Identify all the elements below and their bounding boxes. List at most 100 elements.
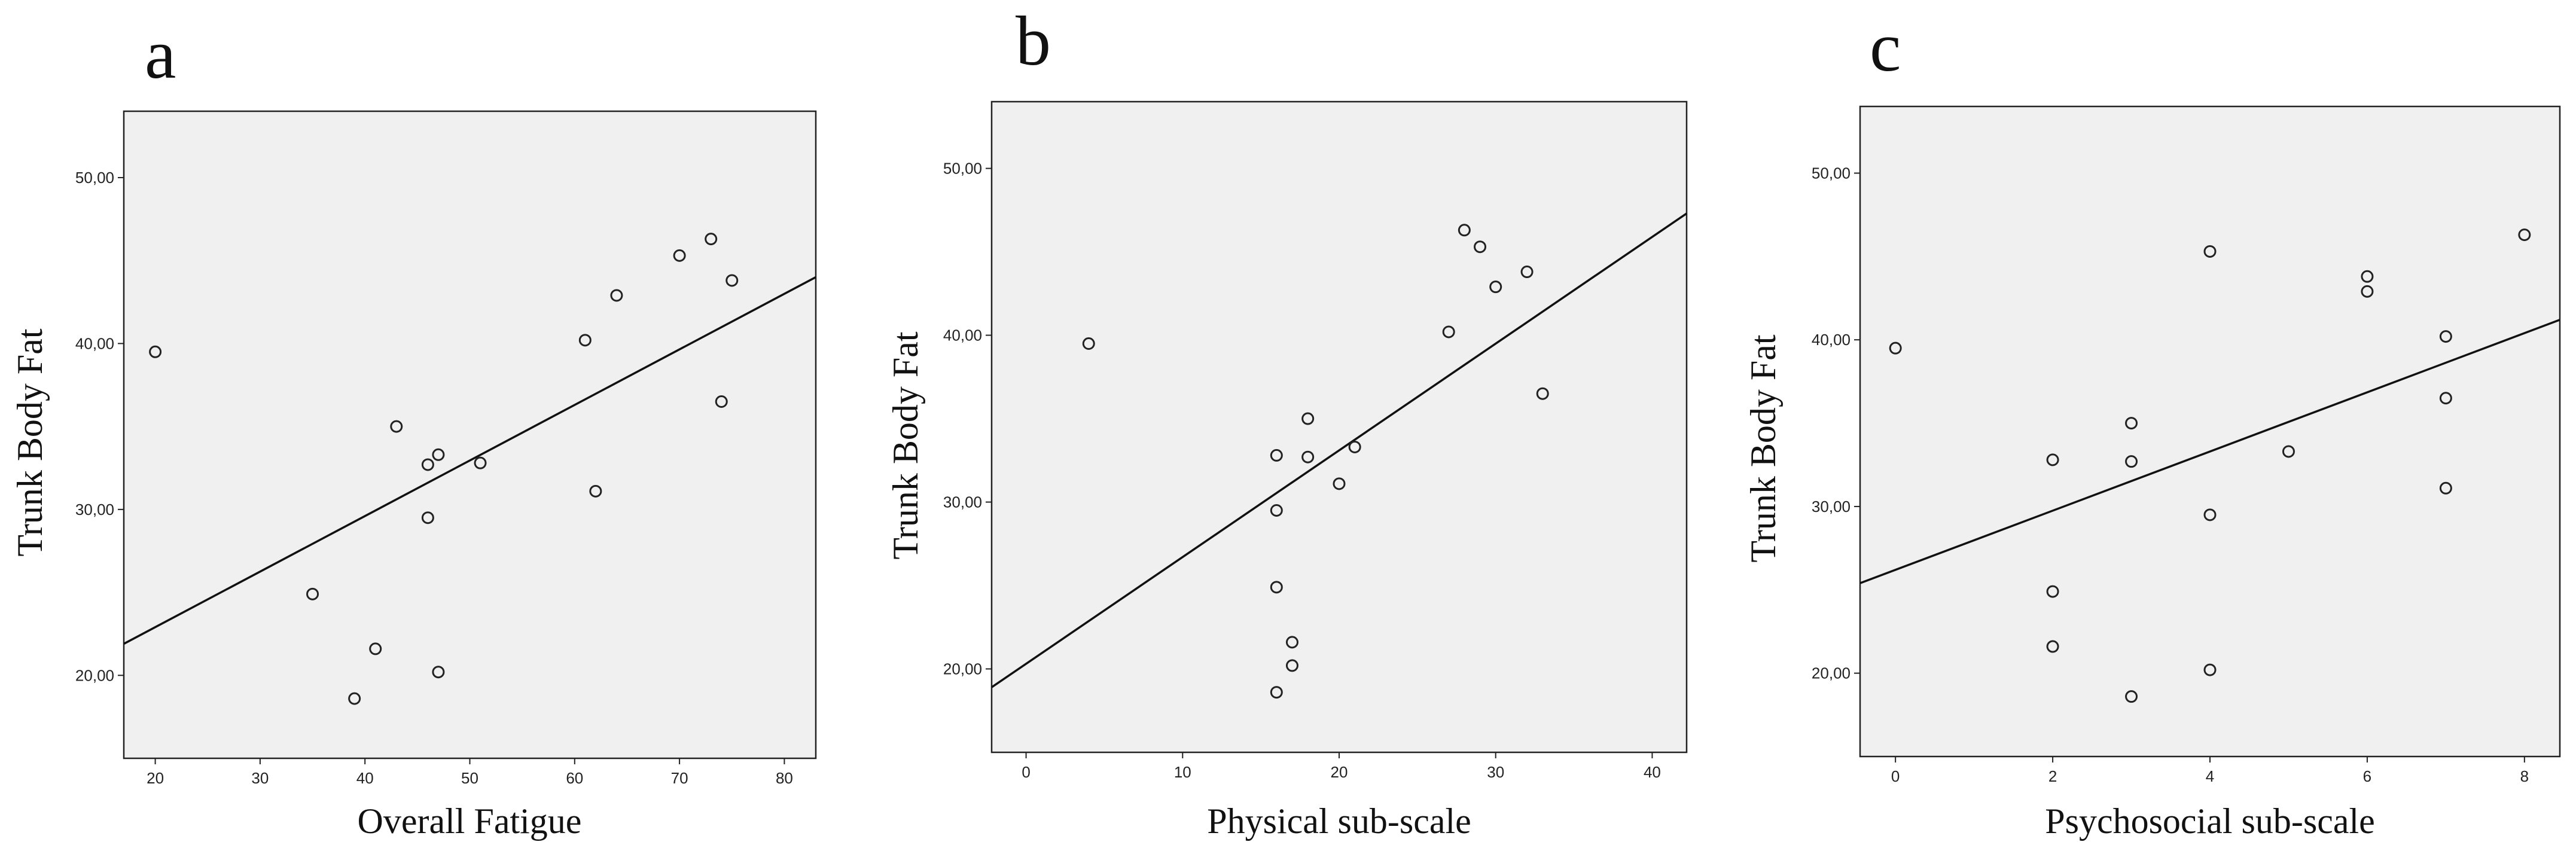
data-point-c-15 (2439, 481, 2452, 495)
points-b (1082, 224, 1549, 699)
x-tick-label-a-6: 80 (776, 769, 793, 787)
data-point-b-16 (1536, 387, 1549, 400)
axis-ticks-b: 0 10 20 30 40 20,00 30,00 40,00 50,00 (943, 160, 1661, 781)
data-point-b-1 (1270, 449, 1283, 462)
y-tick-label-b-0: 20,00 (943, 660, 982, 678)
fit-line-c (1859, 319, 2560, 584)
data-point-a-4 (390, 420, 403, 433)
x-tick-label-a-0: 20 (147, 769, 164, 787)
panel-letter-c: c (1870, 8, 1901, 86)
data-point-c-9 (2203, 663, 2217, 676)
data-point-b-13 (1474, 240, 1487, 254)
data-point-c-2 (2046, 585, 2059, 598)
x-tick-label-a-1: 30 (251, 769, 269, 787)
x-axis-title-b: Physical sub-scale (1207, 801, 1471, 841)
x-tick-label-a-5: 70 (671, 769, 688, 787)
x-tick-label-a-4: 60 (566, 769, 583, 787)
points-a (149, 233, 739, 705)
data-point-a-10 (578, 334, 592, 347)
data-point-b-7 (1301, 412, 1315, 425)
data-point-c-10 (2282, 445, 2295, 458)
plot-area-a (123, 110, 817, 760)
data-point-a-5 (421, 458, 434, 471)
x-tick-label-b-2: 20 (1331, 763, 1348, 781)
data-point-b-14 (1489, 280, 1502, 294)
x-axis-title-c: Psychosocial sub-scale (2045, 801, 2375, 841)
data-point-a-13 (673, 249, 686, 262)
data-point-c-7 (2203, 245, 2217, 258)
x-tick-label-b-3: 30 (1487, 763, 1504, 781)
data-point-c-3 (2046, 640, 2059, 653)
points-c (1889, 228, 2531, 703)
data-point-b-15 (1520, 266, 1534, 279)
x-tick-label-c-0: 0 (1891, 767, 1900, 785)
y-tick-label-a-2: 40,00 (75, 334, 114, 352)
data-point-b-2 (1270, 504, 1283, 517)
y-tick-label-c-3: 50,00 (1812, 164, 1851, 182)
y-tick-label-a-1: 30,00 (75, 501, 114, 518)
y-tick-label-c-0: 20,00 (1812, 664, 1851, 682)
data-point-b-9 (1333, 477, 1346, 490)
y-tick-label-b-2: 40,00 (943, 327, 982, 344)
panel-c: c 0 2 4 6 8 20,00 30,00 40,00 50,00 Psychosocial… (1743, 8, 2561, 841)
panel-letter-b: b (1016, 2, 1051, 80)
data-point-a-7 (432, 448, 445, 461)
x-tick-label-c-3: 6 (2363, 767, 2371, 785)
x-tick-label-b-0: 0 (1022, 763, 1030, 781)
data-point-c-4 (2125, 417, 2138, 430)
plot-area-b (990, 100, 1688, 754)
x-tick-label-c-1: 2 (2048, 767, 2057, 785)
x-tick-label-b-4: 40 (1644, 763, 1661, 781)
data-point-b-3 (1270, 581, 1283, 594)
y-tick-label-a-0: 20,00 (75, 666, 114, 684)
data-point-b-4 (1270, 686, 1283, 699)
axis-ticks-a: 20 30 40 50 60 70 80 20,00 30,00 40,00 50,00 (75, 169, 793, 787)
data-point-c-14 (2439, 392, 2452, 405)
x-axis-title-a: Overall Fatigue (358, 801, 582, 841)
panel-a: a 20 30 40 50 60 70 80 20,00 30,00 40,00 50,00 Ove… (10, 15, 817, 841)
data-point-c-6 (2125, 690, 2138, 703)
data-point-a-2 (348, 692, 361, 705)
data-point-b-10 (1348, 440, 1361, 453)
fit-line-b (991, 212, 1687, 688)
data-point-a-3 (369, 642, 382, 655)
data-point-b-11 (1442, 325, 1455, 338)
data-point-a-8 (432, 666, 445, 679)
data-point-a-12 (610, 289, 623, 302)
y-tick-label-b-1: 30,00 (943, 493, 982, 511)
data-point-b-12 (1458, 224, 1471, 237)
data-point-c-12 (2361, 285, 2374, 298)
data-point-c-0 (1889, 341, 1902, 355)
data-point-a-6 (421, 511, 434, 524)
panel-b: b 0 10 20 30 40 20,00 30,00 40,00 50,00 Physical… (886, 2, 1688, 841)
y-axis-title-b: Trunk Body Fat (886, 331, 925, 560)
data-point-a-9 (474, 456, 487, 469)
data-point-c-13 (2439, 330, 2452, 343)
panel-letter-a: a (145, 15, 176, 93)
data-point-a-15 (715, 395, 728, 408)
y-tick-label-c-2: 40,00 (1812, 331, 1851, 349)
data-point-a-0 (149, 345, 162, 358)
data-point-c-5 (2125, 455, 2138, 468)
data-point-c-8 (2203, 508, 2217, 521)
y-axis-title-a: Trunk Body Fat (10, 328, 50, 557)
fit-line-a (123, 276, 816, 645)
data-point-b-8 (1301, 450, 1315, 463)
data-point-a-16 (725, 274, 739, 287)
data-point-c-11 (2361, 270, 2374, 283)
plot-area-c (1859, 105, 2561, 758)
data-point-b-6 (1285, 659, 1298, 672)
data-point-a-11 (589, 484, 602, 498)
data-point-a-14 (705, 233, 718, 246)
data-point-c-1 (2046, 453, 2059, 466)
x-tick-label-c-2: 4 (2206, 767, 2214, 785)
x-tick-label-c-4: 8 (2520, 767, 2529, 785)
y-tick-label-b-3: 50,00 (943, 160, 982, 178)
x-tick-label-a-3: 50 (461, 769, 478, 787)
data-point-c-16 (2518, 228, 2531, 242)
x-tick-label-a-2: 40 (356, 769, 374, 787)
data-point-b-0 (1082, 337, 1095, 350)
x-tick-label-b-1: 10 (1174, 763, 1191, 781)
data-point-a-1 (306, 587, 319, 600)
